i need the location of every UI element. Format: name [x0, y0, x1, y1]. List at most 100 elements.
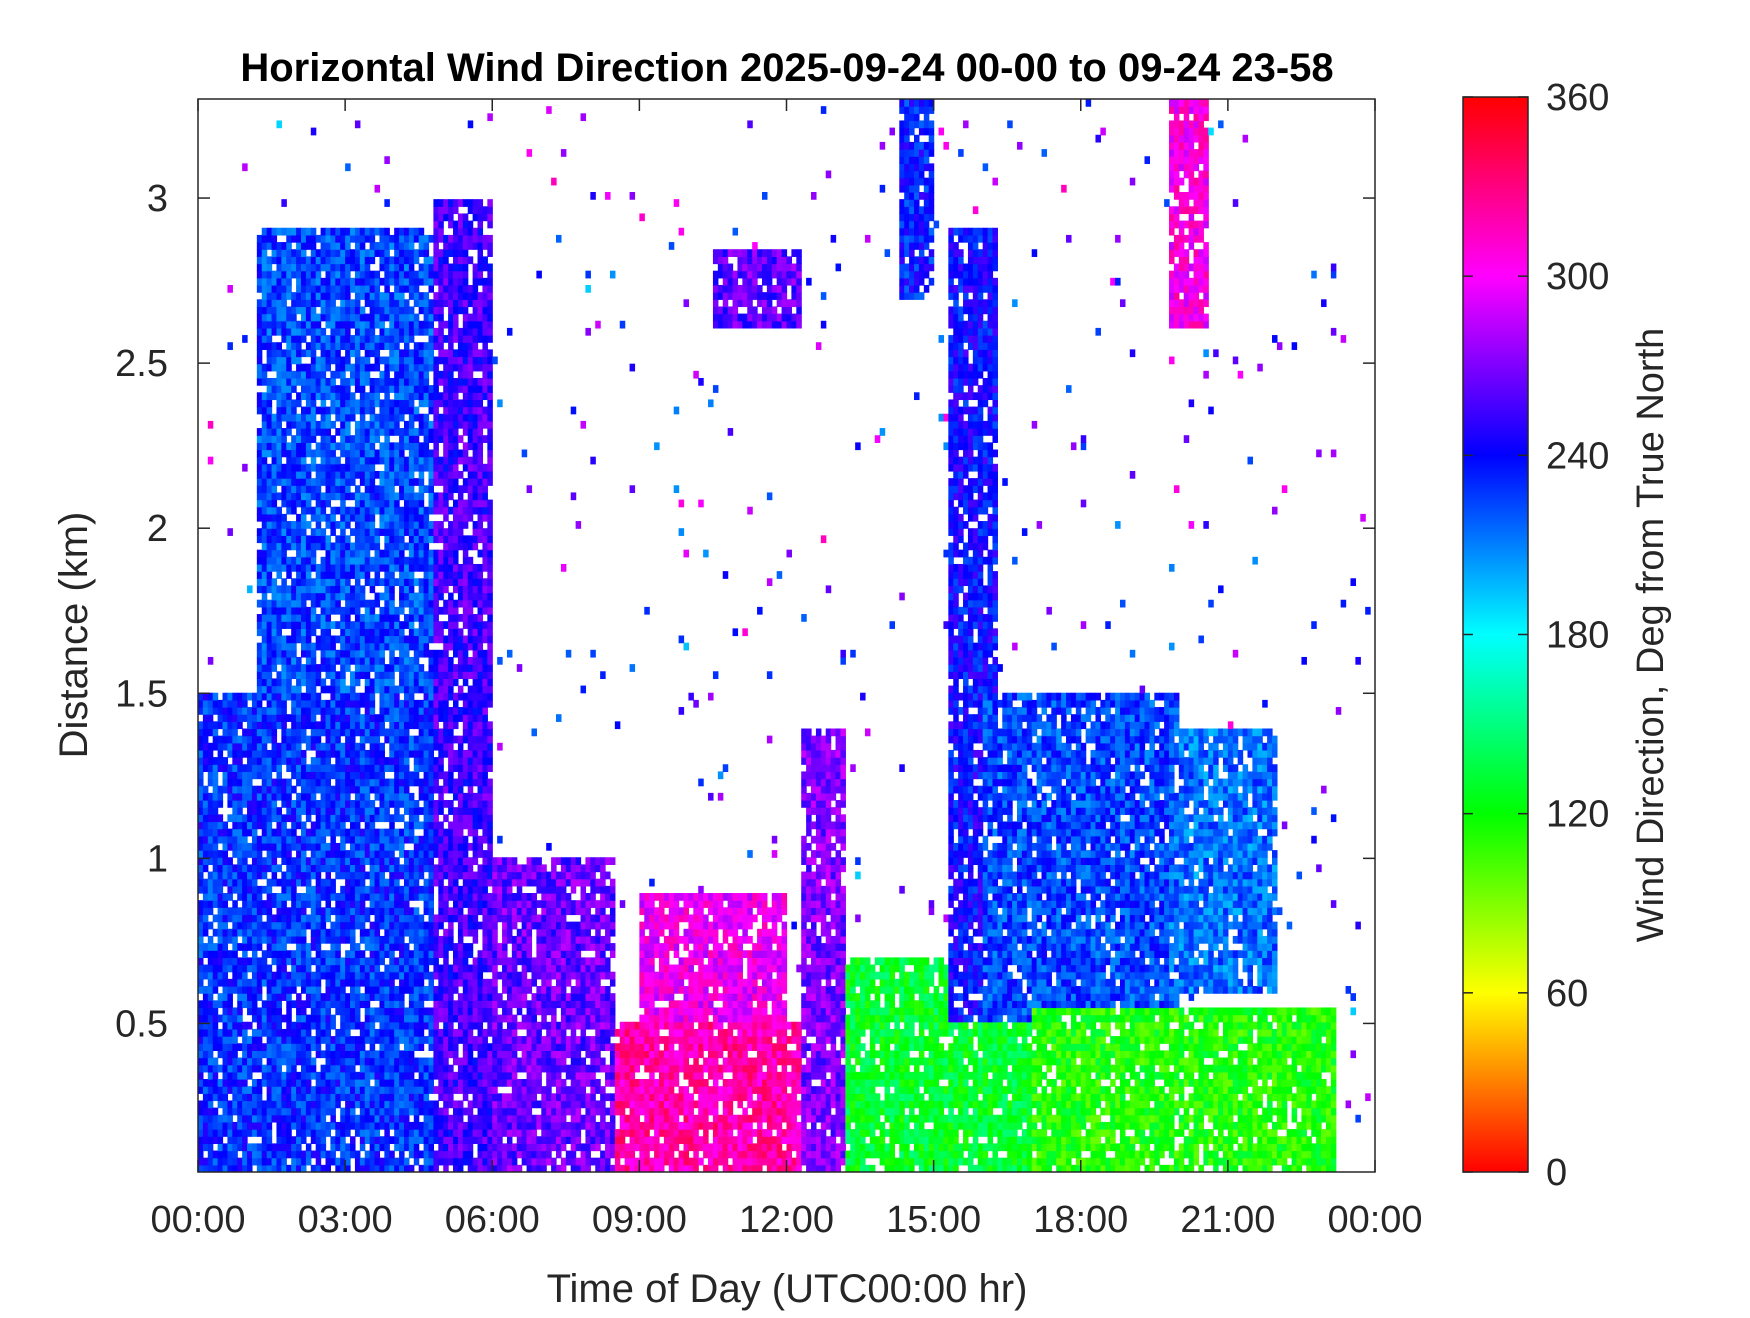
heatmap-cell: [350, 714, 356, 722]
heatmap-cell: [316, 1015, 322, 1023]
heatmap-cell: [262, 872, 268, 880]
heatmap-cell: [345, 728, 351, 736]
heatmap-cell: [242, 743, 248, 751]
heatmap-cell: [414, 929, 420, 937]
heatmap-cell: [375, 779, 381, 787]
heatmap-cell: [414, 249, 420, 257]
heatmap-cell: [350, 657, 356, 665]
heatmap-cell: [203, 1093, 209, 1101]
heatmap-cell: [409, 385, 415, 393]
heatmap-cell: [311, 993, 317, 1001]
heatmap-cell: [276, 793, 282, 801]
heatmap-cell: [389, 657, 395, 665]
heatmap-cell: [262, 972, 268, 980]
heatmap-cell: [409, 936, 415, 944]
heatmap-cell: [399, 535, 405, 543]
heatmap-cell: [326, 321, 332, 329]
heatmap-cell: [335, 986, 341, 994]
heatmap-cell: [414, 357, 420, 365]
heatmap-cell: [281, 886, 287, 894]
heatmap-cell: [296, 242, 302, 250]
heatmap-cell: [424, 464, 430, 472]
heatmap-cell: [311, 585, 317, 593]
heatmap-cell: [232, 1007, 238, 1015]
heatmap-cell: [276, 471, 282, 479]
heatmap-cell: [370, 399, 376, 407]
heatmap-cell: [370, 292, 376, 300]
heatmap-cell: [208, 907, 214, 915]
heatmap-cell: [321, 800, 327, 808]
heatmap-cell: [242, 929, 248, 937]
heatmap-cell: [232, 965, 238, 973]
heatmap-cell: [389, 965, 395, 973]
heatmap-cell: [428, 957, 434, 965]
heatmap-cell: [326, 793, 332, 801]
heatmap-cell: [424, 1022, 430, 1030]
heatmap-cell: [198, 1151, 204, 1159]
heatmap-cell: [301, 864, 307, 872]
heatmap-cell: [203, 1158, 209, 1166]
heatmap-cell: [296, 793, 302, 801]
heatmap-cell: [394, 492, 400, 500]
heatmap-cell: [389, 1122, 395, 1130]
heatmap-cell: [360, 464, 366, 472]
heatmap-cell: [276, 1115, 282, 1123]
heatmap-cell: [198, 807, 204, 815]
heatmap-cell: [311, 1072, 317, 1080]
heatmap-cell: [399, 721, 405, 729]
heatmap-cell: [399, 650, 405, 658]
heatmap-cell: [286, 1029, 292, 1037]
heatmap-cell: [291, 471, 297, 479]
heatmap-cell: [394, 271, 400, 279]
heatmap-cell: [424, 693, 430, 701]
heatmap-cell: [213, 1122, 219, 1130]
heatmap-cell: [433, 1100, 439, 1108]
heatmap-cell: [227, 721, 233, 729]
heatmap-cell: [409, 471, 415, 479]
heatmap-cell: [272, 757, 278, 765]
heatmap-cell: [316, 478, 322, 486]
heatmap-cell: [365, 607, 371, 615]
heatmap-cell: [237, 736, 243, 744]
heatmap-cell: [321, 614, 327, 622]
heatmap-cell: [419, 707, 425, 715]
heatmap-cell: [321, 621, 327, 629]
heatmap-cell: [384, 986, 390, 994]
heatmap-cell: [272, 557, 278, 565]
heatmap-cell: [428, 435, 434, 443]
heatmap-cell: [375, 965, 381, 973]
heatmap-cell: [227, 936, 233, 944]
heatmap-cell: [350, 1015, 356, 1023]
heatmap-cell: [399, 399, 405, 407]
heatmap-cell: [262, 471, 268, 479]
heatmap-cell: [296, 678, 302, 686]
heatmap-cell: [257, 886, 263, 894]
heatmap-cell: [350, 299, 356, 307]
heatmap-cell: [365, 321, 371, 329]
heatmap-cell: [203, 850, 209, 858]
heatmap-cell: [375, 986, 381, 994]
heatmap-cell: [394, 914, 400, 922]
heatmap-cell: [218, 764, 224, 772]
heatmap-cell: [257, 1086, 263, 1094]
heatmap-cell: [311, 128, 317, 136]
heatmap-cell: [286, 557, 292, 565]
heatmap-cell: [375, 628, 381, 636]
heatmap-cell: [247, 893, 253, 901]
heatmap-cell: [232, 786, 238, 794]
heatmap-cell: [414, 757, 420, 765]
heatmap-cell: [335, 535, 341, 543]
heatmap-cell: [286, 407, 292, 415]
heatmap-cell: [433, 1043, 439, 1051]
heatmap-cell: [267, 1007, 273, 1015]
heatmap-cell: [399, 1058, 405, 1066]
heatmap-cell: [409, 349, 415, 357]
heatmap-cell: [306, 392, 312, 400]
heatmap-cell: [281, 1072, 287, 1080]
heatmap-cell: [335, 872, 341, 880]
heatmap-cell: [276, 779, 282, 787]
heatmap-cell: [296, 979, 302, 987]
heatmap-cell: [345, 1079, 351, 1087]
heatmap-cell: [257, 686, 263, 694]
heatmap-cell: [330, 242, 336, 250]
